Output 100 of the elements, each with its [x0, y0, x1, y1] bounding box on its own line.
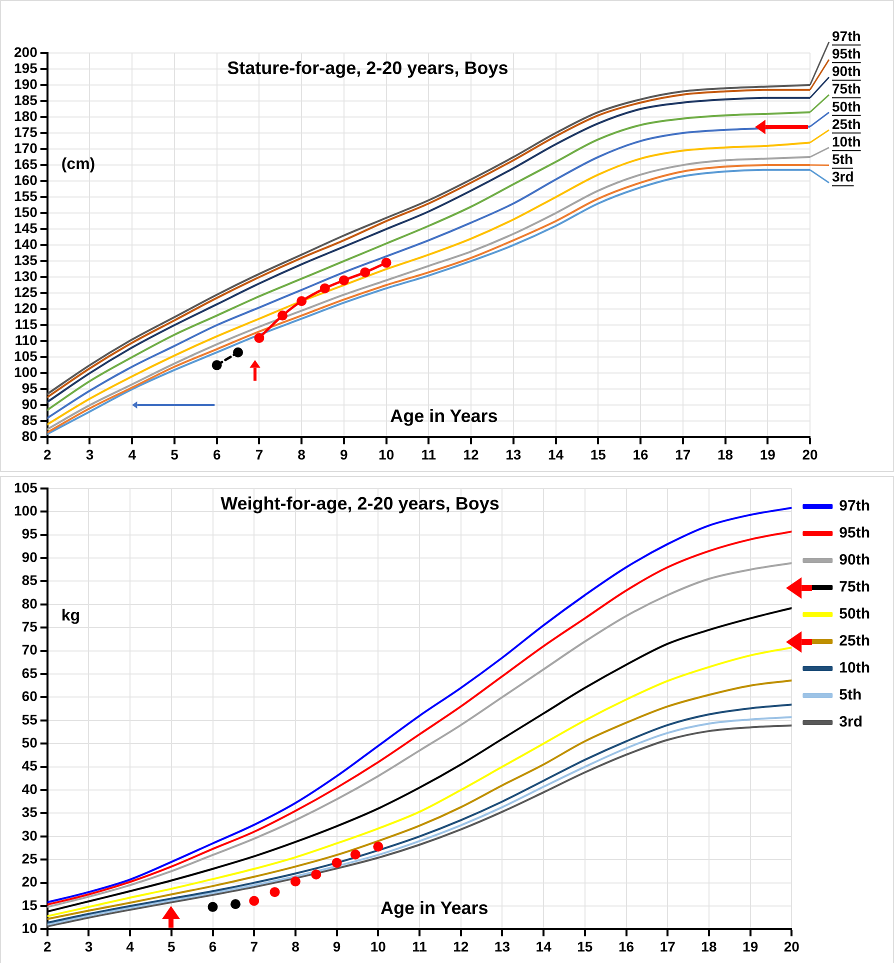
y-axis-title: kg — [61, 608, 80, 625]
x-tick-label: 13 — [506, 446, 522, 462]
text: 97th — [832, 28, 861, 44]
y-tick-label: 35 — [22, 804, 38, 820]
x-tick-label: 3 — [84, 938, 93, 954]
y-tick-label: 145 — [14, 220, 38, 236]
y-tick-label: 170 — [14, 140, 38, 156]
x-tick-label: 20 — [802, 446, 818, 462]
x-tick-label: 5 — [168, 938, 176, 954]
y-tick-label: 135 — [14, 252, 38, 268]
y-tick-label: 90 — [22, 548, 38, 565]
text: 90th — [832, 63, 861, 80]
x-tick-label: 4 — [128, 446, 136, 462]
y-tick-label: 130 — [14, 268, 38, 284]
x-axis-title: Age in Years — [380, 898, 488, 918]
x-tick-label: 3 — [86, 446, 94, 462]
y-tick-label: 25 — [22, 850, 38, 866]
x-tick-label: 7 — [255, 446, 264, 462]
y-tick-label: 85 — [22, 412, 38, 428]
y-tick-label: 120 — [14, 300, 38, 316]
y-tick-label: 55 — [22, 711, 38, 728]
y-tick-label: 110 — [14, 332, 38, 348]
x-tick-label: 16 — [632, 446, 649, 462]
legend-label: 97th — [839, 498, 870, 515]
x-tick-label: 6 — [212, 446, 221, 462]
x-tick-label: 15 — [577, 938, 593, 954]
chart-title: Stature-for-age, 2-20 years, Boys — [227, 58, 508, 78]
y-tick-label: 95 — [22, 380, 38, 396]
x-tick-label: 20 — [784, 938, 800, 954]
y-tick-label: 30 — [22, 827, 38, 844]
y-tick-label: 105 — [14, 348, 38, 364]
x-tick-label: 17 — [660, 938, 676, 954]
legend-label: 5th — [839, 686, 862, 704]
y-tick-label: 100 — [14, 502, 38, 518]
y-tick-label: 20 — [22, 874, 38, 890]
y-tick-label: 15 — [22, 896, 38, 913]
y-tick-label: 125 — [14, 284, 38, 300]
x-tick-label: 4 — [126, 938, 134, 954]
x-tick-label: 14 — [548, 446, 564, 462]
series-label: 25th — [832, 116, 861, 132]
x-tick-label: 12 — [453, 938, 469, 954]
x-tick-label: 8 — [298, 446, 306, 462]
y-tick-label: 85 — [22, 572, 38, 588]
y-tick-label: 165 — [14, 156, 38, 172]
y-tick-label: 60 — [22, 688, 38, 704]
chart-title: Weight-for-age, 2-20 years, Boys — [220, 493, 500, 514]
y-tick-label: 95 — [22, 526, 38, 542]
y-tick-label: 100 — [14, 364, 38, 380]
legend-label: 50th — [839, 606, 870, 623]
legend-label: 3rd — [839, 714, 862, 731]
y-tick-label: 90 — [22, 396, 38, 412]
y-tick-label: 75 — [22, 618, 38, 634]
x-tick-label: 2 — [43, 446, 52, 462]
y-tick-label: 80 — [22, 428, 38, 444]
y-tick-label: 150 — [14, 204, 38, 220]
x-tick-label: 15 — [590, 446, 606, 462]
text: 95th — [832, 45, 861, 62]
y-tick-label: 65 — [22, 664, 38, 681]
y-tick-label: 180 — [14, 108, 38, 124]
y-tick-label: 115 — [14, 316, 38, 332]
series-label: 10th — [832, 133, 861, 150]
y-tick-label: 200 — [14, 44, 38, 60]
y-tick-label: 50 — [22, 734, 38, 750]
series-label: 3rd — [832, 168, 854, 185]
series-label: 75th — [832, 80, 861, 97]
x-tick-label: 2 — [43, 938, 52, 954]
x-tick-label: 10 — [378, 446, 394, 462]
x-axis-title: Age in Years — [390, 406, 498, 426]
x-tick-label: 5 — [170, 446, 179, 462]
y-tick-label: 155 — [14, 188, 38, 204]
x-tick-label: 14 — [536, 938, 552, 954]
y-tick-label: 80 — [22, 595, 38, 612]
x-tick-label: 19 — [742, 938, 758, 954]
x-tick-label: 7 — [250, 938, 258, 954]
x-tick-label: 19 — [760, 446, 776, 462]
y-tick-label: 10 — [22, 920, 38, 936]
x-tick-label: 8 — [292, 938, 300, 954]
x-tick-label: 17 — [675, 446, 691, 462]
y-tick-label: 175 — [14, 124, 38, 140]
y-tick-label: 105 — [14, 479, 38, 496]
x-tick-label: 11 — [412, 938, 428, 954]
x-tick-label: 16 — [618, 938, 634, 954]
legend-label: 90th — [839, 552, 870, 569]
x-tick-label: 6 — [208, 938, 217, 954]
legend-label: 10th — [839, 660, 870, 677]
x-tick-label: 12 — [463, 446, 480, 462]
y-tick-label: 45 — [22, 758, 38, 774]
x-tick-label: 10 — [370, 938, 386, 954]
y-tick-label: 140 — [14, 236, 38, 252]
legend-label: 75th — [839, 578, 870, 596]
legend-label: 25th — [839, 632, 870, 650]
series-label: 5th — [832, 151, 853, 168]
y-tick-label: 40 — [22, 780, 38, 797]
y-tick-label: 70 — [22, 642, 38, 658]
y-tick-label: 185 — [14, 92, 38, 108]
x-tick-label: 18 — [701, 938, 717, 954]
x-tick-label: 11 — [421, 446, 436, 462]
series-label: 50th — [832, 98, 861, 114]
y-tick-label: 195 — [14, 60, 38, 76]
x-tick-label: 18 — [717, 446, 734, 462]
